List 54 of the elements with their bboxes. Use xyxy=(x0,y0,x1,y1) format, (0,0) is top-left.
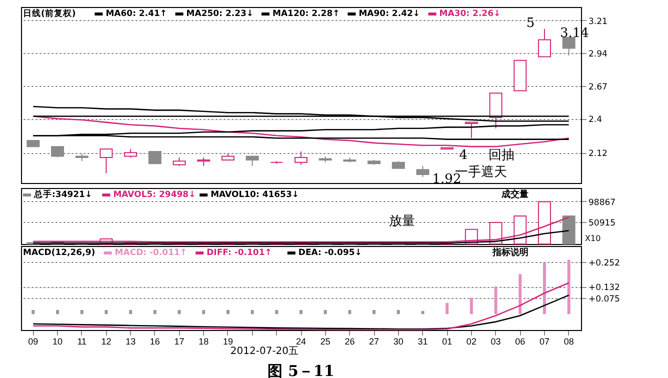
x-tick-label: 12 xyxy=(101,336,112,346)
legend-label: MA90: 2.42↓ xyxy=(358,9,420,19)
annotation: 回抽 xyxy=(488,148,514,164)
annotation: 指标说明 xyxy=(491,247,528,258)
text: 2012-07-20五 xyxy=(230,346,299,357)
annotation: 1.92 xyxy=(432,172,462,187)
x-tick-label: 24 xyxy=(296,336,306,346)
y-tick-label: +0.132 xyxy=(588,283,620,294)
x-tick-label: 11 xyxy=(77,336,87,346)
legend-label: DIFF: -0.101↑ xyxy=(206,248,272,258)
x-tick-label: 17 xyxy=(174,336,184,346)
x-tick-label: 18 xyxy=(198,336,209,346)
x-tick-label: 27 xyxy=(369,336,380,346)
y-tick-label: 50915 xyxy=(588,218,616,229)
x-tick-label: 16 xyxy=(150,336,160,346)
x-tick-label: 13 xyxy=(126,336,136,346)
x-tick-label: 10 xyxy=(52,336,63,346)
legend-label: MA250: 2.23↓ xyxy=(186,9,254,19)
annotation: 4 xyxy=(459,148,468,164)
y-tick-label: 2.12 xyxy=(588,149,608,160)
x-tick-label: 19 xyxy=(222,336,233,346)
chart-title: 日线(前复权) xyxy=(23,8,76,19)
annotation: 成交量 xyxy=(500,189,528,200)
chart-title: MACD(12,26,9) xyxy=(23,248,96,258)
legend-label: MA30: 2.26↓ xyxy=(439,9,501,19)
legend-label: MAVOL10: 41653↓ xyxy=(210,190,300,200)
legend-label: MACD: -0.011↑ xyxy=(114,248,188,258)
x-tick-label: 30 xyxy=(393,336,404,346)
y-axis-title: X10 xyxy=(585,234,601,243)
y-tick-label: +0.252 xyxy=(588,258,620,268)
x-tick-label: 03 xyxy=(490,336,501,346)
y-tick-label: 98867 xyxy=(588,198,616,208)
annotation: 5 xyxy=(526,16,535,31)
y-tick-label: 3.21 xyxy=(588,16,608,27)
x-tick-label: 08 xyxy=(564,336,574,346)
y-tick-label: 2.67 xyxy=(588,82,608,92)
legend-label: MA60: 2.41↑ xyxy=(106,9,168,19)
caption: 图 5－11 xyxy=(268,362,334,378)
y-tick-label: +0.075 xyxy=(588,294,620,305)
y-tick-label: 2.94 xyxy=(588,50,608,60)
legend-label: MA120: 2.28↑ xyxy=(272,9,340,19)
y-tick-label: 2.4 xyxy=(588,115,602,126)
x-tick-label: 06 xyxy=(515,336,526,346)
x-tick-label: 01 xyxy=(442,336,452,346)
x-tick-label: 26 xyxy=(344,336,355,346)
legend-label: 总手:34921↓ xyxy=(33,189,92,200)
legend-label: DEA: -0.095↓ xyxy=(298,248,362,258)
x-tick-label: 07 xyxy=(539,336,550,346)
annotation: 放量 xyxy=(389,214,416,230)
x-tick-label: 25 xyxy=(320,336,330,346)
x-tick-label: 09 xyxy=(28,336,38,346)
x-tick-label: 31 xyxy=(418,336,428,346)
legend-label: MAVOL5: 29498↓ xyxy=(113,190,196,200)
x-tick-label: 02 xyxy=(466,336,476,346)
